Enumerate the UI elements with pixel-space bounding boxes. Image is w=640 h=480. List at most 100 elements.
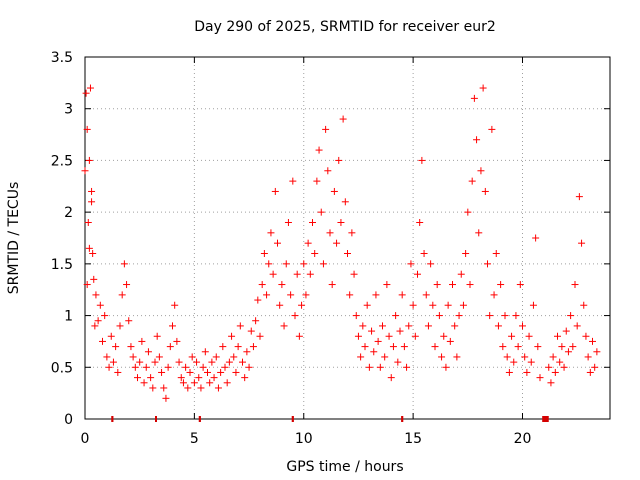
data-point bbox=[89, 250, 97, 258]
data-point bbox=[254, 296, 262, 304]
data-point bbox=[328, 281, 336, 289]
data-point bbox=[223, 379, 231, 387]
x-tick-label: 15 bbox=[404, 431, 422, 447]
data-point bbox=[490, 291, 498, 299]
data-point bbox=[204, 368, 211, 376]
data-point bbox=[486, 312, 494, 320]
data-point bbox=[247, 327, 255, 335]
data-point bbox=[352, 312, 360, 320]
data-point bbox=[88, 198, 96, 206]
data-point bbox=[201, 348, 209, 356]
data-point bbox=[160, 384, 168, 392]
data-point bbox=[593, 348, 601, 356]
data-point bbox=[468, 177, 476, 185]
data-point bbox=[532, 234, 540, 242]
data-point bbox=[512, 312, 520, 320]
zero-gap-marker bbox=[155, 416, 157, 422]
data-point bbox=[575, 193, 583, 201]
y-tick-label: 1 bbox=[64, 309, 73, 325]
y-tick-label: 2.5 bbox=[51, 153, 73, 169]
data-point bbox=[372, 291, 380, 299]
data-point bbox=[567, 312, 575, 320]
data-point bbox=[569, 343, 577, 351]
data-point bbox=[424, 322, 432, 330]
x-axis-ticks: 0 5 10 15 20 bbox=[81, 57, 531, 447]
data-point bbox=[162, 394, 170, 402]
data-point bbox=[112, 343, 120, 351]
data-point bbox=[169, 322, 176, 330]
data-point bbox=[293, 270, 301, 278]
data-point bbox=[81, 167, 89, 175]
data-point bbox=[276, 301, 284, 309]
data-point bbox=[134, 374, 141, 382]
data-point bbox=[357, 353, 365, 361]
data-point bbox=[188, 353, 196, 361]
data-point bbox=[265, 260, 273, 268]
data-point bbox=[383, 281, 391, 289]
data-point bbox=[521, 353, 529, 361]
data-point bbox=[96, 301, 104, 309]
data-point bbox=[547, 379, 555, 387]
data-point bbox=[409, 301, 417, 309]
data-point bbox=[344, 250, 351, 258]
data-point bbox=[263, 291, 271, 299]
data-point bbox=[217, 368, 225, 376]
data-point bbox=[400, 343, 408, 351]
data-point bbox=[109, 358, 117, 366]
data-point bbox=[365, 363, 373, 371]
data-point bbox=[330, 187, 338, 195]
data-point bbox=[271, 187, 279, 195]
data-point bbox=[92, 291, 100, 299]
data-point bbox=[589, 337, 596, 345]
data-point bbox=[171, 301, 179, 309]
data-point bbox=[142, 363, 150, 371]
data-point bbox=[457, 270, 465, 278]
data-point bbox=[418, 156, 426, 164]
plot-border bbox=[84, 56, 611, 420]
data-point bbox=[252, 317, 260, 325]
data-point bbox=[554, 332, 561, 340]
y-tick-label: 1.5 bbox=[51, 257, 73, 273]
data-point bbox=[348, 229, 356, 237]
data-point bbox=[484, 260, 491, 268]
data-point bbox=[125, 317, 133, 325]
data-point bbox=[514, 343, 522, 351]
data-point bbox=[228, 332, 236, 340]
data-point bbox=[477, 167, 485, 175]
data-point bbox=[210, 374, 218, 382]
zero-gap-marker bbox=[291, 416, 294, 422]
data-point bbox=[193, 358, 201, 366]
data-point bbox=[392, 312, 400, 320]
data-point bbox=[363, 301, 371, 309]
data-point bbox=[309, 218, 316, 226]
data-point bbox=[359, 322, 367, 330]
data-point bbox=[422, 291, 430, 299]
data-point bbox=[453, 353, 461, 361]
data-point bbox=[385, 332, 393, 340]
data-point bbox=[313, 177, 321, 185]
data-point bbox=[488, 125, 496, 133]
data-point bbox=[462, 250, 470, 258]
data-point bbox=[186, 368, 194, 376]
grid-lines bbox=[85, 57, 610, 419]
data-point bbox=[586, 368, 594, 376]
data-point bbox=[225, 358, 233, 366]
data-point bbox=[573, 322, 581, 330]
zero-gap-marker bbox=[198, 416, 201, 422]
data-point bbox=[94, 317, 102, 325]
data-point bbox=[88, 187, 96, 195]
data-point bbox=[562, 327, 570, 335]
data-point bbox=[149, 384, 157, 392]
data-point bbox=[529, 301, 537, 309]
x-axis-label: GPS time / hours bbox=[286, 459, 403, 475]
data-point bbox=[208, 358, 216, 366]
data-point bbox=[407, 260, 415, 268]
data-point bbox=[190, 379, 198, 387]
data-point bbox=[523, 368, 531, 376]
data-point bbox=[284, 218, 292, 226]
data-point bbox=[350, 270, 358, 278]
data-point bbox=[287, 291, 295, 299]
data-point bbox=[85, 156, 93, 164]
data-point bbox=[519, 322, 526, 330]
data-point bbox=[571, 281, 579, 289]
